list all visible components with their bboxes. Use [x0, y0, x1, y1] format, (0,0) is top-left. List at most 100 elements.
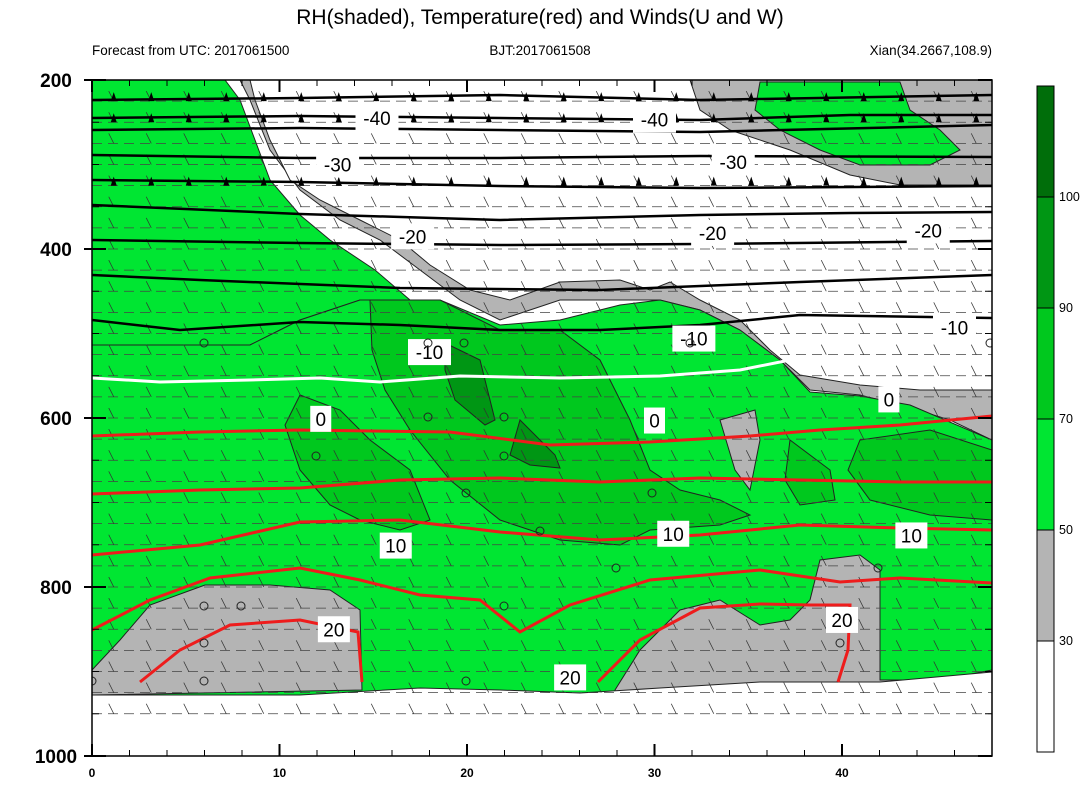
wind-barb: [895, 555, 902, 567]
wind-circle: [461, 488, 471, 498]
wind-barb: [595, 344, 602, 355]
wind-barb: [220, 344, 227, 355]
wind-barb: [895, 238, 902, 250]
wind-barb: [633, 661, 640, 672]
wind-barb: [295, 534, 302, 545]
y-tick-label: 800: [40, 578, 72, 599]
wind-barb: [108, 471, 115, 482]
wind-barb: [970, 513, 977, 524]
wind-barb: [670, 682, 677, 693]
wind-barb: [483, 682, 490, 693]
wind-barb: [483, 534, 490, 545]
wind-barb: [858, 344, 865, 355]
wind-barb: [220, 217, 227, 229]
contour-label-box: [310, 405, 332, 432]
contour-label-box: [391, 223, 435, 250]
wind-flag: [823, 113, 830, 123]
wind-barb: [970, 682, 977, 693]
wind-barb: [408, 597, 415, 609]
colorbar-box: [1036, 418, 1055, 531]
wind-barb: [783, 619, 790, 630]
wind-barb: [295, 344, 302, 355]
wind-barb: [633, 555, 640, 567]
wind-barb: [295, 365, 302, 376]
wind-barb: [333, 555, 340, 567]
wind-barb: [895, 661, 902, 672]
wind-barb: [445, 450, 452, 461]
wind-barb: [445, 154, 452, 165]
wind-barb: [183, 450, 190, 461]
wind-barb: [183, 217, 190, 229]
wind-barb: [558, 513, 565, 524]
wind-barb: [408, 133, 415, 144]
wind-barb: [370, 682, 377, 693]
wind-barb: [183, 302, 190, 313]
wind-barb: [970, 492, 977, 503]
wind-barb: [520, 682, 527, 693]
wind-barb: [108, 450, 115, 461]
wind-barb: [220, 259, 227, 271]
wind-barb: [633, 302, 640, 313]
wind-barb: [145, 682, 152, 693]
wind-barb: [483, 133, 490, 144]
wind-barb: [333, 661, 340, 672]
wind-barb: [333, 682, 340, 693]
wind-barb: [970, 344, 977, 355]
wind-barb: [745, 703, 752, 714]
wind-barb: [708, 259, 715, 271]
wind-barb: [145, 386, 152, 398]
wind-barb: [145, 365, 152, 376]
wind-barb: [258, 154, 265, 165]
wind-barb: [295, 323, 302, 334]
wind-barb: [145, 196, 152, 207]
wind-barb: [670, 661, 677, 672]
wind-barb: [145, 259, 152, 271]
wind-barb: [520, 450, 527, 461]
wind-barb: [783, 661, 790, 672]
wind-circle: [461, 676, 471, 686]
wind-barb: [145, 133, 152, 144]
wind-barb: [220, 576, 227, 588]
wind-circle: [685, 338, 695, 348]
wind-barb: [670, 428, 677, 440]
wind-barb: [783, 386, 790, 398]
wind-barb: [220, 661, 227, 672]
wind-barb: [295, 703, 302, 714]
wind-barb: [970, 302, 977, 313]
wind-barb: [333, 386, 340, 398]
wind-barb: [108, 682, 115, 693]
wind-barb: [858, 323, 865, 334]
wind-barb: [333, 344, 340, 355]
wind-barb: [483, 703, 490, 714]
wind-barb: [933, 471, 940, 482]
wind-barb: [370, 133, 377, 144]
wind-barb: [895, 619, 902, 630]
wind-barb: [220, 555, 227, 567]
wind-barb: [820, 513, 827, 524]
wind-barb: [408, 259, 415, 271]
wind-barb: [558, 196, 565, 207]
wind-barb: [933, 597, 940, 609]
wind-flag: [335, 113, 342, 123]
wind-barb: [933, 133, 940, 144]
wind-barb: [445, 640, 452, 651]
wind-barb: [445, 682, 452, 693]
colorbar-box: [1036, 196, 1055, 309]
wind-barb: [745, 492, 752, 503]
wind-barb: [520, 661, 527, 672]
wind-flag: [973, 113, 980, 123]
contour-label-box: [672, 325, 716, 352]
wind-barb: [708, 555, 715, 567]
contour-label: -40: [363, 109, 390, 130]
wind-barb: [445, 534, 452, 545]
temp-contour-minus10c: [92, 313, 992, 332]
wind-barb: [183, 492, 190, 503]
wind-barb: [933, 640, 940, 651]
wind-barb: [708, 302, 715, 313]
wind-barb: [183, 365, 190, 376]
wind-flag: [448, 176, 455, 186]
wind-barb: [108, 661, 115, 672]
wind-barb: [258, 682, 265, 693]
wind-barb: [933, 365, 940, 376]
wind-barb: [745, 323, 752, 334]
